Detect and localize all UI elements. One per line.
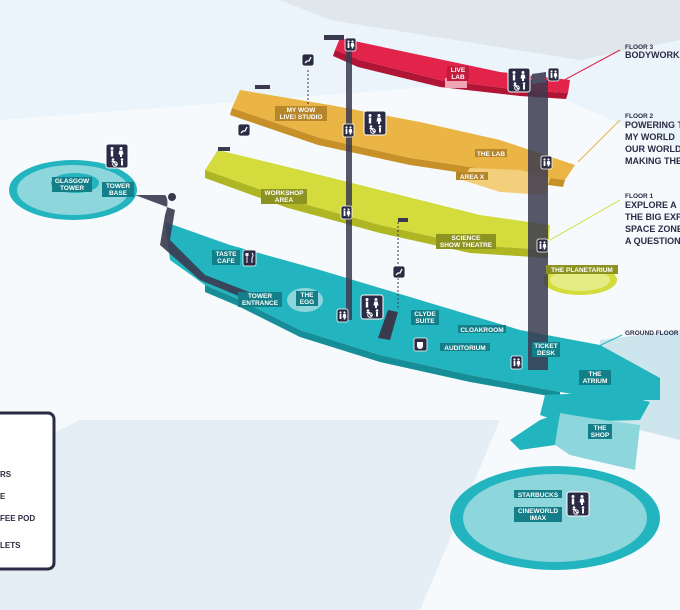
- accessible-toilet-icon: [363, 110, 387, 136]
- floor3-title: BODYWORKS: [625, 50, 680, 60]
- floor2-title-1: POWERING T: [625, 120, 680, 130]
- svg-text:LIVE! STUDIO: LIVE! STUDIO: [280, 114, 323, 121]
- svg-text:STARBUCKS: STARBUCKS: [518, 492, 559, 499]
- accessible-toilet-icon: [507, 67, 531, 93]
- floor2-caption: FLOOR 2 POWERING T MY WORLD OUR WORLD MA…: [625, 113, 680, 166]
- svg-text:CLOAKROOM: CLOAKROOM: [460, 327, 503, 334]
- svg-text:MY WOW: MY WOW: [287, 107, 317, 114]
- label-my-wow[interactable]: MY WOW LIVE! STUDIO: [275, 106, 327, 121]
- cutlery-icon: [242, 249, 257, 267]
- label-the-egg[interactable]: THE EGG: [296, 291, 318, 306]
- label-starbucks[interactable]: STARBUCKS: [514, 490, 562, 499]
- svg-text:GLASGOW: GLASGOW: [55, 178, 90, 185]
- label-clyde-suite[interactable]: CLYDE SUITE: [411, 310, 439, 325]
- accessible-toilet-icon: [360, 294, 384, 320]
- svg-text:TOWER: TOWER: [60, 185, 84, 192]
- label-the-lab[interactable]: THE LAB: [475, 149, 507, 158]
- svg-text:AUDITORIUM: AUDITORIUM: [444, 345, 485, 352]
- floor1-tag: FLOOR 1: [625, 193, 654, 200]
- svg-text:SHOW THEATRE: SHOW THEATRE: [440, 242, 493, 249]
- legend: RS E FEE POD LETS: [0, 411, 56, 571]
- label-cineworld[interactable]: CINEWORLD IMAX: [514, 507, 562, 522]
- label-tower-base[interactable]: TOWER BASE: [102, 182, 134, 197]
- label-planetarium[interactable]: THE PLANETARIUM: [546, 265, 618, 274]
- toilets-icon: [336, 308, 349, 323]
- svg-text:WORKSHOP: WORKSHOP: [265, 190, 305, 197]
- floor1-title-2: THE BIG EXP: [625, 212, 680, 222]
- svg-text:TOWER: TOWER: [248, 293, 272, 300]
- toilets-icon: [510, 355, 523, 370]
- legend-item-3: FEE POD: [0, 514, 35, 523]
- lift-icon: [237, 123, 251, 137]
- floor3-tag: FLOOR 3: [625, 44, 654, 51]
- accessible-toilet-icon: [566, 491, 590, 517]
- coffee-icon: [413, 337, 428, 352]
- svg-text:LIVE: LIVE: [451, 67, 466, 74]
- svg-text:SCIENCE: SCIENCE: [452, 235, 482, 242]
- svg-text:ENTRANCE: ENTRANCE: [242, 300, 279, 307]
- svg-text:TICKET: TICKET: [534, 343, 558, 350]
- svg-text:THE LAB: THE LAB: [477, 151, 505, 158]
- svg-text:ATRIUM: ATRIUM: [583, 378, 608, 385]
- toilets-icon: [540, 155, 553, 170]
- ground-caption: GROUND FLOOR: [625, 330, 679, 337]
- accessible-toilet-icon: [105, 143, 129, 169]
- toilets-icon: [342, 123, 355, 138]
- label-science-show[interactable]: SCIENCE SHOW THEATRE: [436, 234, 496, 249]
- legend-item-1: RS: [0, 470, 12, 479]
- floor2-title-3: OUR WORLD: [625, 144, 680, 154]
- svg-text:EGG: EGG: [300, 299, 314, 306]
- floor2-tag: FLOOR 2: [625, 113, 654, 120]
- label-the-shop[interactable]: THE SHOP: [588, 424, 612, 439]
- lift-shafts: [218, 35, 548, 370]
- floor1-title-3: SPACE ZONE: [625, 224, 680, 234]
- facility-icons: [105, 37, 590, 517]
- toilets-icon: [344, 37, 357, 52]
- toilets-icon: [547, 67, 560, 82]
- svg-text:THE PLANETARIUM: THE PLANETARIUM: [551, 267, 613, 274]
- svg-text:DESK: DESK: [537, 350, 555, 357]
- floor2-title-4: MAKING THE: [625, 156, 680, 166]
- floor1-title-4: A QUESTION: [625, 236, 680, 246]
- svg-text:CAFE: CAFE: [217, 258, 235, 265]
- svg-text:AREA: AREA: [275, 197, 294, 204]
- label-area-x[interactable]: AREA X: [456, 172, 488, 181]
- svg-text:CLYDE: CLYDE: [414, 311, 436, 318]
- floor3-caption: FLOOR 3 BODYWORKS: [625, 44, 680, 60]
- svg-text:THE: THE: [594, 425, 608, 432]
- svg-text:BASE: BASE: [109, 190, 128, 197]
- floor2-title-2: MY WORLD: [625, 132, 675, 142]
- ground-tag: GROUND FLOOR: [625, 330, 679, 337]
- toilets-icon: [536, 238, 549, 253]
- floor1-caption: FLOOR 1 EXPLORE A THE BIG EXP SPACE ZONE…: [625, 193, 680, 246]
- label-auditorium[interactable]: AUDITORIUM: [440, 343, 490, 352]
- svg-text:AREA X: AREA X: [460, 174, 485, 181]
- label-cloakroom[interactable]: CLOAKROOM: [458, 325, 506, 334]
- label-live-lab[interactable]: LIVE LAB: [447, 66, 469, 81]
- label-tower-entrance[interactable]: TOWER ENTRANCE: [238, 292, 282, 307]
- label-glasgow-tower[interactable]: GLASGOW TOWER: [52, 177, 92, 192]
- svg-text:LAB: LAB: [451, 74, 465, 81]
- svg-text:TOWER: TOWER: [106, 183, 130, 190]
- svg-text:THE: THE: [589, 371, 603, 378]
- floor1-title-1: EXPLORE A: [625, 200, 677, 210]
- label-the-atrium[interactable]: THE ATRIUM: [579, 370, 611, 385]
- lift-icon: [392, 265, 406, 279]
- legend-item-2: E: [0, 492, 6, 501]
- svg-text:THE: THE: [301, 292, 315, 299]
- toilets-icon: [340, 205, 353, 220]
- label-taste-cafe[interactable]: TASTE CAFE: [212, 250, 240, 265]
- legend-item-4: LETS: [0, 541, 21, 550]
- floor-leaders: [549, 49, 623, 356]
- svg-text:SHOP: SHOP: [591, 432, 610, 439]
- lift-icon: [301, 53, 315, 67]
- svg-text:TASTE: TASTE: [216, 251, 237, 258]
- place-labels: LIVE LAB MY WOW LIVE! STUDIO THE LAB ARE…: [52, 66, 618, 522]
- svg-text:SUITE: SUITE: [415, 318, 435, 325]
- label-workshop-area[interactable]: WORKSHOP AREA: [261, 189, 307, 204]
- svg-text:CINEWORLD: CINEWORLD: [518, 508, 558, 515]
- label-ticket-desk[interactable]: TICKET DESK: [532, 342, 560, 357]
- svg-text:IMAX: IMAX: [530, 515, 547, 522]
